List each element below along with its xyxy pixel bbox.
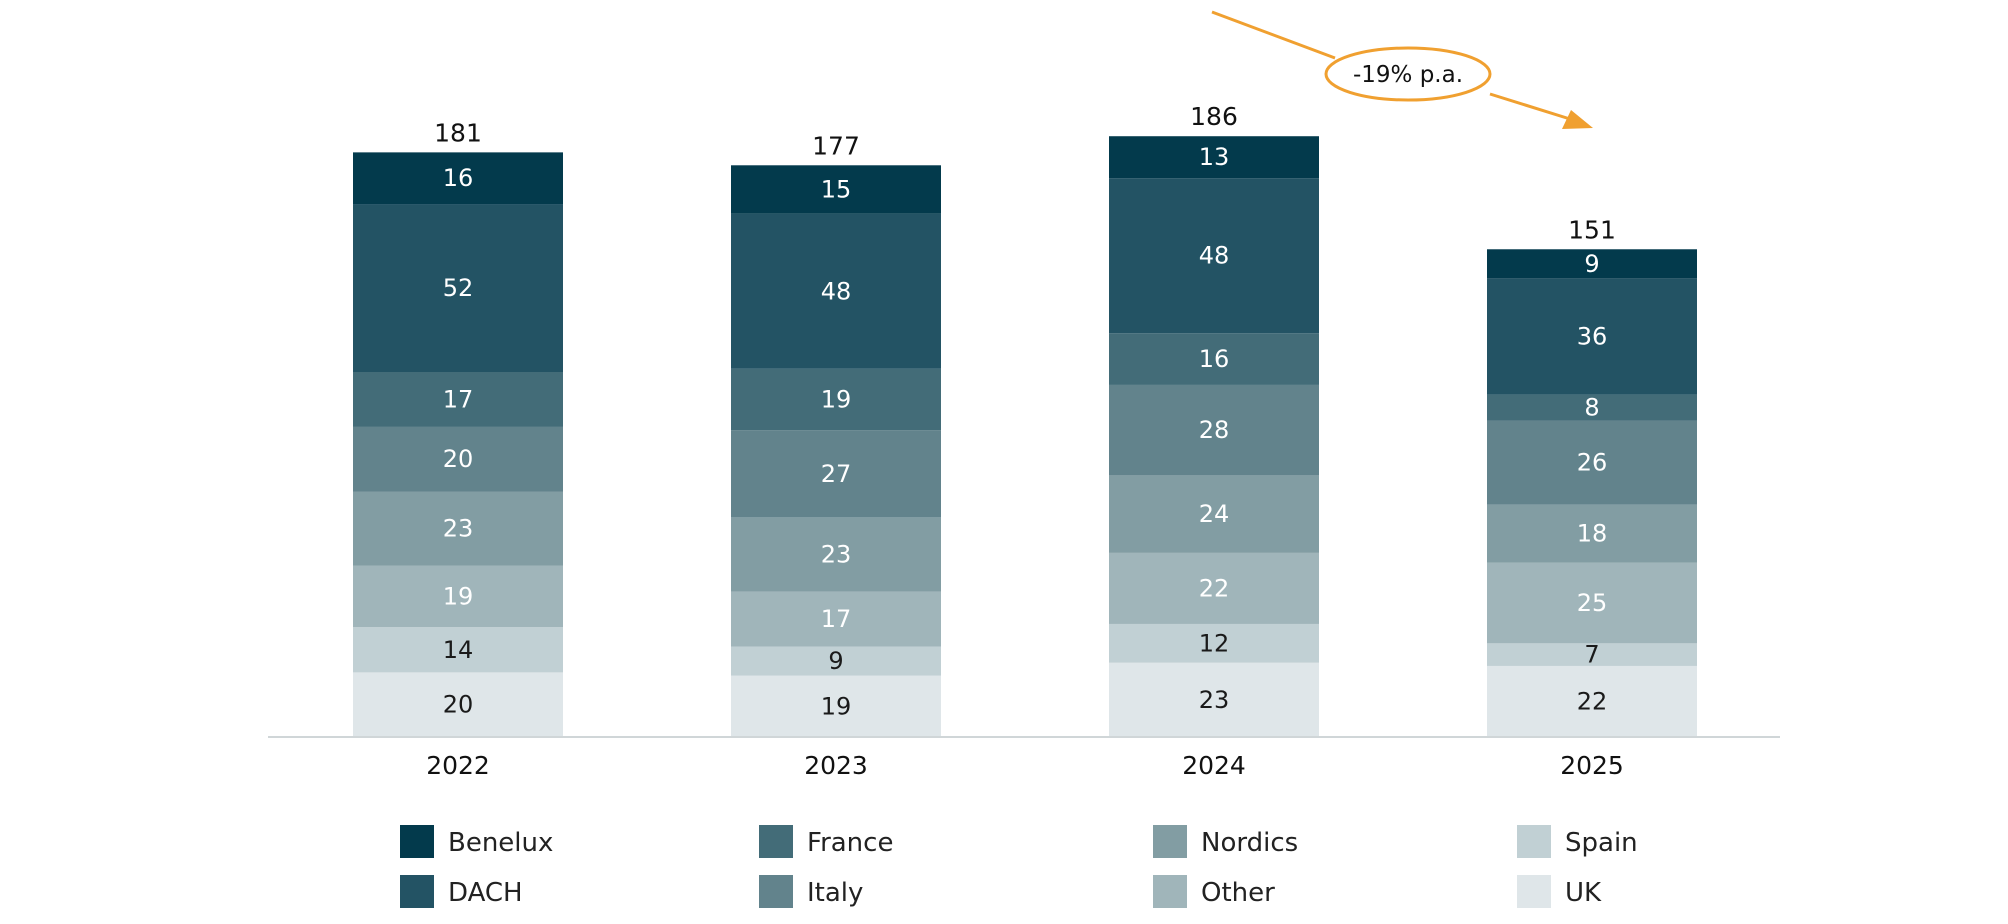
bar-segment-benelux-2022 — [353, 152, 563, 205]
data-label-benelux-2023: 15 — [821, 176, 852, 204]
data-label-other-2025: 25 — [1577, 589, 1608, 617]
data-label-uk-2024: 23 — [1199, 686, 1230, 714]
data-label-nordics-2023: 23 — [821, 541, 852, 569]
legend-label-france: France — [807, 828, 893, 858]
data-label-france-2022: 17 — [443, 385, 474, 413]
data-label-spain-2022: 14 — [443, 636, 474, 664]
total-label-2022: 181 — [434, 118, 482, 147]
bar-segment-uk-2022 — [353, 672, 563, 737]
bar-segment-italy-2024 — [1109, 384, 1319, 476]
data-label-italy-2022: 20 — [443, 445, 474, 473]
bar-segment-benelux-2024 — [1109, 136, 1319, 179]
legend-label-nordics: Nordics — [1201, 828, 1298, 858]
bar-segment-france-2024 — [1109, 333, 1319, 385]
bar-segment-italy-2023 — [731, 430, 941, 518]
bar-segment-dach-2024 — [1109, 178, 1319, 334]
legend-label-other: Other — [1201, 878, 1275, 908]
bar-segment-benelux-2025 — [1487, 249, 1697, 279]
legend-label-italy: Italy — [807, 878, 863, 908]
legend-label-uk: UK — [1565, 878, 1602, 908]
cagr-ellipse — [1324, 46, 1492, 102]
bar-segment-other-2024 — [1109, 552, 1319, 624]
bar-segment-nordics-2024 — [1109, 475, 1319, 553]
cagr-label: -19% p.a. — [1353, 62, 1463, 88]
total-label-2023: 177 — [812, 131, 860, 160]
x-tick-label-2022: 2022 — [426, 751, 490, 780]
legend-label-benelux: Benelux — [448, 828, 553, 858]
x-tick-label-2023: 2023 — [804, 751, 868, 780]
x-tick-label-2024: 2024 — [1182, 751, 1246, 780]
data-label-dach-2023: 48 — [821, 277, 852, 305]
data-label-other-2023: 17 — [821, 605, 852, 633]
bar-segment-dach-2025 — [1487, 278, 1697, 395]
bar-segment-spain-2023 — [731, 646, 941, 676]
data-label-nordics-2022: 23 — [443, 515, 474, 543]
bar-segment-uk-2024 — [1109, 662, 1319, 737]
cagr-arrow-line-end — [1489, 92, 1571, 121]
bars-layer: 20 14 19 23 20 17 52 16 19 9 17 23 27 19 48 15 23 12 22 24 2… — [353, 136, 1697, 737]
data-label-france-2025: 8 — [1584, 394, 1599, 422]
total-label-2025: 151 — [1568, 215, 1616, 244]
legend-swatch-nordics — [1153, 825, 1187, 858]
bar-segment-dach-2022 — [353, 204, 563, 373]
data-label-nordics-2024: 24 — [1199, 500, 1230, 528]
bar-segment-france-2023 — [731, 368, 941, 431]
x-axis-labels: 2022 2023 2024 2025 — [426, 751, 1624, 780]
legend-swatch-benelux — [400, 825, 434, 858]
bar-segment-other-2025 — [1487, 562, 1697, 644]
data-label-italy-2024: 28 — [1199, 416, 1230, 444]
bar-segment-nordics-2022 — [353, 491, 563, 566]
data-label-benelux-2024: 13 — [1199, 143, 1230, 171]
bar-segment-spain-2025 — [1487, 643, 1697, 666]
legend-label-dach: DACH — [448, 878, 523, 908]
data-label-dach-2025: 36 — [1577, 322, 1608, 350]
bar-segment-france-2022 — [353, 372, 563, 427]
legend-swatch-italy — [759, 875, 793, 908]
legend-swatch-other — [1153, 875, 1187, 908]
data-label-spain-2023: 9 — [828, 647, 843, 675]
data-label-benelux-2025: 9 — [1584, 250, 1599, 278]
bar-segment-italy-2022 — [353, 426, 563, 492]
bar-segment-dach-2023 — [731, 213, 941, 369]
data-label-other-2024: 22 — [1199, 574, 1230, 602]
legend: Benelux DACH France Italy Nordics Other Spain U… — [400, 825, 1638, 908]
bar-segment-spain-2022 — [353, 627, 563, 673]
cagr-arrow-line-start — [1211, 10, 1336, 60]
legend-swatch-france — [759, 825, 793, 858]
bar-segment-nordics-2025 — [1487, 504, 1697, 563]
data-label-uk-2025: 22 — [1577, 687, 1608, 715]
bar-segment-italy-2025 — [1487, 420, 1697, 505]
total-labels: 181 177 186 151 — [434, 102, 1616, 244]
data-label-italy-2025: 26 — [1577, 448, 1608, 476]
legend-swatch-dach — [400, 875, 434, 908]
data-label-spain-2025: 7 — [1584, 641, 1599, 669]
data-label-france-2023: 19 — [821, 385, 852, 413]
bar-segment-nordics-2023 — [731, 517, 941, 592]
data-label-uk-2023: 19 — [821, 692, 852, 720]
data-label-other-2022: 19 — [443, 582, 474, 610]
data-label-spain-2024: 12 — [1199, 629, 1230, 657]
data-label-uk-2022: 20 — [443, 691, 474, 719]
bar-segment-france-2025 — [1487, 394, 1697, 421]
bar-segment-uk-2023 — [731, 675, 941, 737]
bar-segment-other-2023 — [731, 591, 941, 647]
bar-segment-spain-2024 — [1109, 623, 1319, 663]
data-label-nordics-2025: 18 — [1577, 520, 1608, 548]
bar-segment-uk-2025 — [1487, 665, 1697, 737]
legend-swatch-uk — [1517, 875, 1551, 908]
cagr-annotation: -19% p.a. — [1211, 10, 1593, 129]
data-label-france-2024: 16 — [1199, 345, 1230, 373]
total-label-2024: 186 — [1190, 102, 1238, 131]
x-tick-label-2025: 2025 — [1560, 751, 1624, 780]
legend-swatch-spain — [1517, 825, 1551, 858]
cagr-arrowhead — [1562, 110, 1593, 129]
bar-segment-other-2022 — [353, 565, 563, 628]
data-label-dach-2022: 52 — [443, 274, 474, 302]
data-label-benelux-2022: 16 — [443, 164, 474, 192]
data-label-italy-2023: 27 — [821, 460, 852, 488]
bar-segment-benelux-2023 — [731, 165, 941, 214]
legend-label-spain: Spain — [1565, 828, 1638, 858]
data-label-dach-2024: 48 — [1199, 242, 1230, 270]
